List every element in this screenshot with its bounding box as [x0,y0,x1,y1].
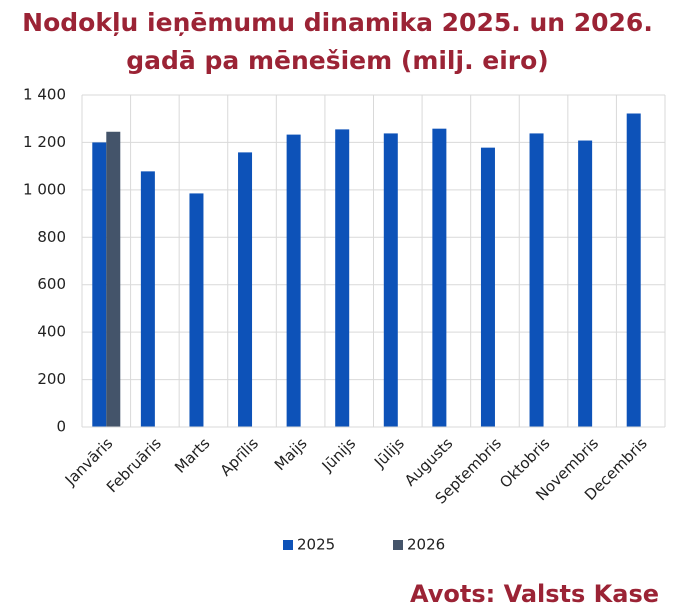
bar [238,152,253,428]
y-tick-label: 400 [37,323,66,341]
x-tick-label: Jūlijs [370,434,408,472]
legend-swatch [283,540,293,550]
x-tick-label: Jūnijs [318,434,360,476]
bar [106,131,121,427]
y-tick-label: 1 200 [23,133,66,151]
bar [529,133,544,427]
y-tick-label: 200 [37,370,66,388]
bar [189,193,204,427]
bar [286,134,301,428]
bar [383,133,398,427]
bar [140,171,155,427]
chart-title: Nodokļu ieņēmumu dinamika 2025. un 2026.… [22,8,653,75]
x-tick-label: Aprīlis [217,434,263,480]
bar [578,140,593,427]
y-tick-label: 0 [56,418,66,436]
y-tick-label: 800 [37,228,66,246]
legend-label: 2026 [407,536,445,554]
bar [626,113,641,428]
legend-label: 2025 [297,536,335,554]
bar [335,129,350,427]
bar [92,142,107,427]
x-tick-label: Marts [171,434,214,477]
source-note: Avots: Valsts Kase [410,580,659,608]
bar [480,147,495,427]
legend-swatch [393,540,403,550]
y-tick-label: 1 000 [23,180,66,198]
x-tick-label: Maijs [271,434,311,474]
y-tick-label: 1 400 [23,86,66,104]
bar [432,128,447,427]
y-tick-label: 600 [37,275,66,293]
